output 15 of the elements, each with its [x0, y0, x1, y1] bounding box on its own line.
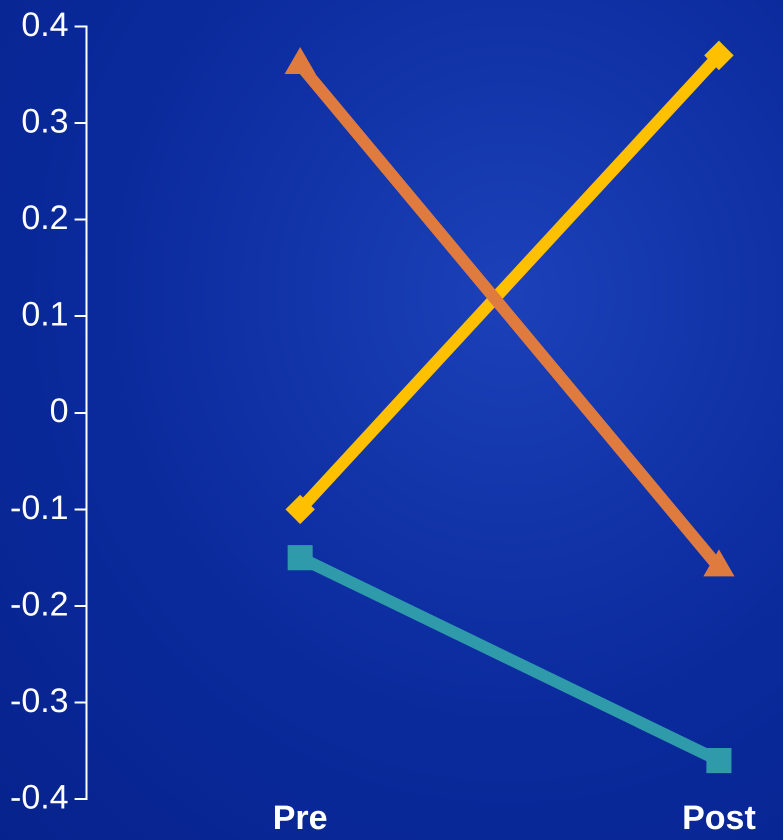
y-tick-label: -0.4: [10, 778, 69, 817]
y-tick-label: -0.3: [10, 682, 69, 720]
x-tick-label: Post: [682, 798, 756, 837]
point: [286, 494, 315, 524]
point: [704, 40, 734, 70]
point: [288, 545, 313, 570]
point: [706, 748, 732, 774]
x-tick-label: Pre: [272, 798, 328, 837]
y-tick-label: 0.3: [21, 102, 69, 140]
y-tick-label: 0: [50, 392, 69, 430]
y-tick-label: -0.2: [10, 585, 69, 624]
y-tick-label: -0.1: [10, 488, 69, 527]
y-tick-label: 0.1: [21, 296, 69, 334]
y-tick-label: 0.2: [21, 198, 69, 237]
y-tick-label: 0.4: [21, 6, 69, 44]
